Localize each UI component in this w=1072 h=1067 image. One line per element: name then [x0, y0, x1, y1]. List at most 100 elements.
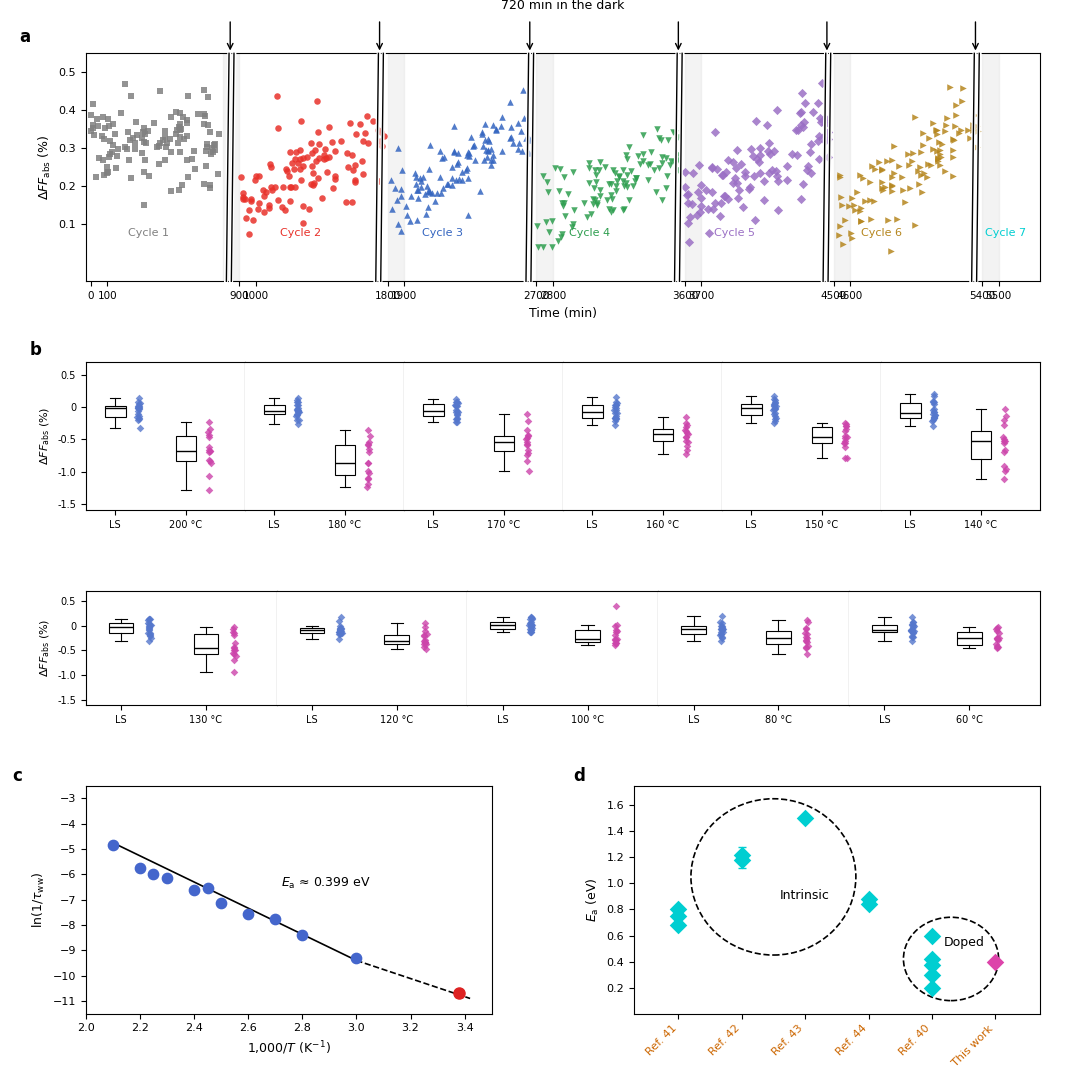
Point [360, 455, 377, 472]
Point [728, 159, 745, 176]
Point [926, 407, 943, 424]
Point [406, 164, 423, 181]
Point [608, 397, 625, 414]
Point [837, 211, 854, 228]
Point [196, 108, 213, 125]
Point [123, 87, 140, 105]
Point [139, 611, 157, 628]
Point [520, 129, 537, 146]
Point [512, 123, 530, 140]
Point [359, 479, 376, 496]
Point [905, 144, 922, 161]
Point [315, 150, 332, 168]
Point [460, 145, 477, 162]
Point [904, 616, 921, 633]
Point [130, 402, 147, 419]
Point [444, 176, 461, 193]
Point [289, 402, 307, 419]
Point [991, 171, 1008, 188]
Point [359, 421, 376, 439]
Point [145, 865, 162, 882]
Point [96, 120, 114, 137]
Point [836, 430, 853, 447]
Point [902, 180, 919, 197]
Point [995, 173, 1012, 190]
Point [860, 891, 877, 908]
Point [130, 394, 147, 411]
Point [987, 170, 1004, 187]
Text: a: a [19, 28, 30, 46]
Point [611, 169, 628, 186]
Point [997, 461, 1014, 478]
Text: Intrinsic: Intrinsic [780, 889, 830, 902]
Point [292, 142, 309, 159]
Point [765, 398, 783, 415]
Point [140, 619, 158, 636]
Point [555, 194, 572, 211]
Point [101, 132, 118, 149]
Point [831, 169, 848, 186]
Point [554, 226, 571, 243]
Point [766, 408, 784, 425]
Point [250, 168, 267, 185]
Point [172, 115, 189, 132]
Point [988, 635, 1006, 652]
Point [585, 179, 602, 196]
Point [100, 163, 117, 180]
Point [998, 174, 1015, 191]
Point [560, 186, 577, 203]
Point [449, 394, 466, 411]
Point [925, 410, 942, 427]
Point [310, 123, 327, 140]
Point [800, 614, 817, 631]
Point [719, 152, 736, 169]
Point [448, 402, 465, 419]
Point [448, 413, 465, 430]
Point [667, 125, 684, 142]
Point [900, 157, 918, 174]
Point [993, 139, 1010, 156]
Point [522, 615, 539, 632]
Point [798, 620, 815, 637]
Point [547, 160, 564, 177]
Point [449, 145, 466, 162]
Point [143, 617, 160, 634]
Point [760, 164, 777, 181]
Point [140, 610, 158, 627]
Point [889, 210, 906, 227]
Point [330, 625, 347, 642]
Point [706, 124, 724, 141]
Point [986, 177, 1003, 194]
Point [770, 202, 787, 219]
Point [294, 926, 311, 943]
Point [794, 118, 812, 136]
Point [250, 194, 267, 211]
Point [100, 148, 117, 165]
Point [591, 154, 608, 171]
Point [142, 627, 159, 644]
Point [993, 162, 1010, 179]
Point [344, 146, 361, 163]
Point [585, 190, 602, 207]
Point [289, 394, 307, 411]
Point [792, 116, 809, 133]
Point [713, 618, 730, 635]
Point [788, 122, 805, 139]
Point [199, 880, 217, 897]
Point [130, 398, 147, 415]
Point [449, 154, 466, 171]
Point [131, 410, 148, 427]
Point [225, 639, 242, 656]
Point [928, 142, 946, 159]
Point [274, 178, 292, 195]
Point [360, 433, 377, 450]
Point [795, 113, 813, 130]
Point [520, 444, 537, 461]
Point [742, 141, 759, 158]
Point [870, 154, 888, 171]
Point [199, 424, 217, 441]
Point [924, 401, 941, 418]
Point [995, 432, 1012, 449]
Point [162, 143, 179, 160]
Point [996, 444, 1013, 461]
